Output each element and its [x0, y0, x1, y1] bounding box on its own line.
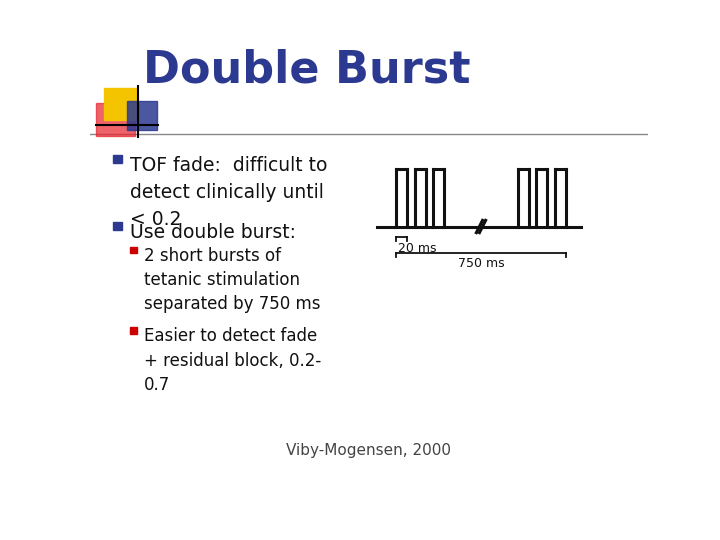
Bar: [127, 101, 157, 130]
Bar: [113, 155, 122, 164]
Bar: [96, 103, 135, 136]
Text: Double Burst: Double Burst: [143, 49, 470, 92]
Text: Easier to detect fade
+ residual block, 0.2-
0.7: Easier to detect fade + residual block, …: [144, 327, 322, 394]
Text: Viby-Mogensen, 2000: Viby-Mogensen, 2000: [287, 442, 451, 457]
Text: 750 ms: 750 ms: [458, 257, 504, 271]
Bar: [104, 88, 137, 120]
Text: Use double burst:: Use double burst:: [130, 222, 297, 242]
Text: 2 short bursts of
tetanic stimulation
separated by 750 ms: 2 short bursts of tetanic stimulation se…: [144, 247, 320, 313]
Bar: [130, 247, 138, 253]
Text: TOF fade:  difficult to
detect clinically until
< 0.2: TOF fade: difficult to detect clinically…: [130, 156, 328, 229]
Text: 20 ms: 20 ms: [397, 242, 436, 255]
Bar: [130, 327, 138, 334]
Bar: [113, 222, 122, 231]
